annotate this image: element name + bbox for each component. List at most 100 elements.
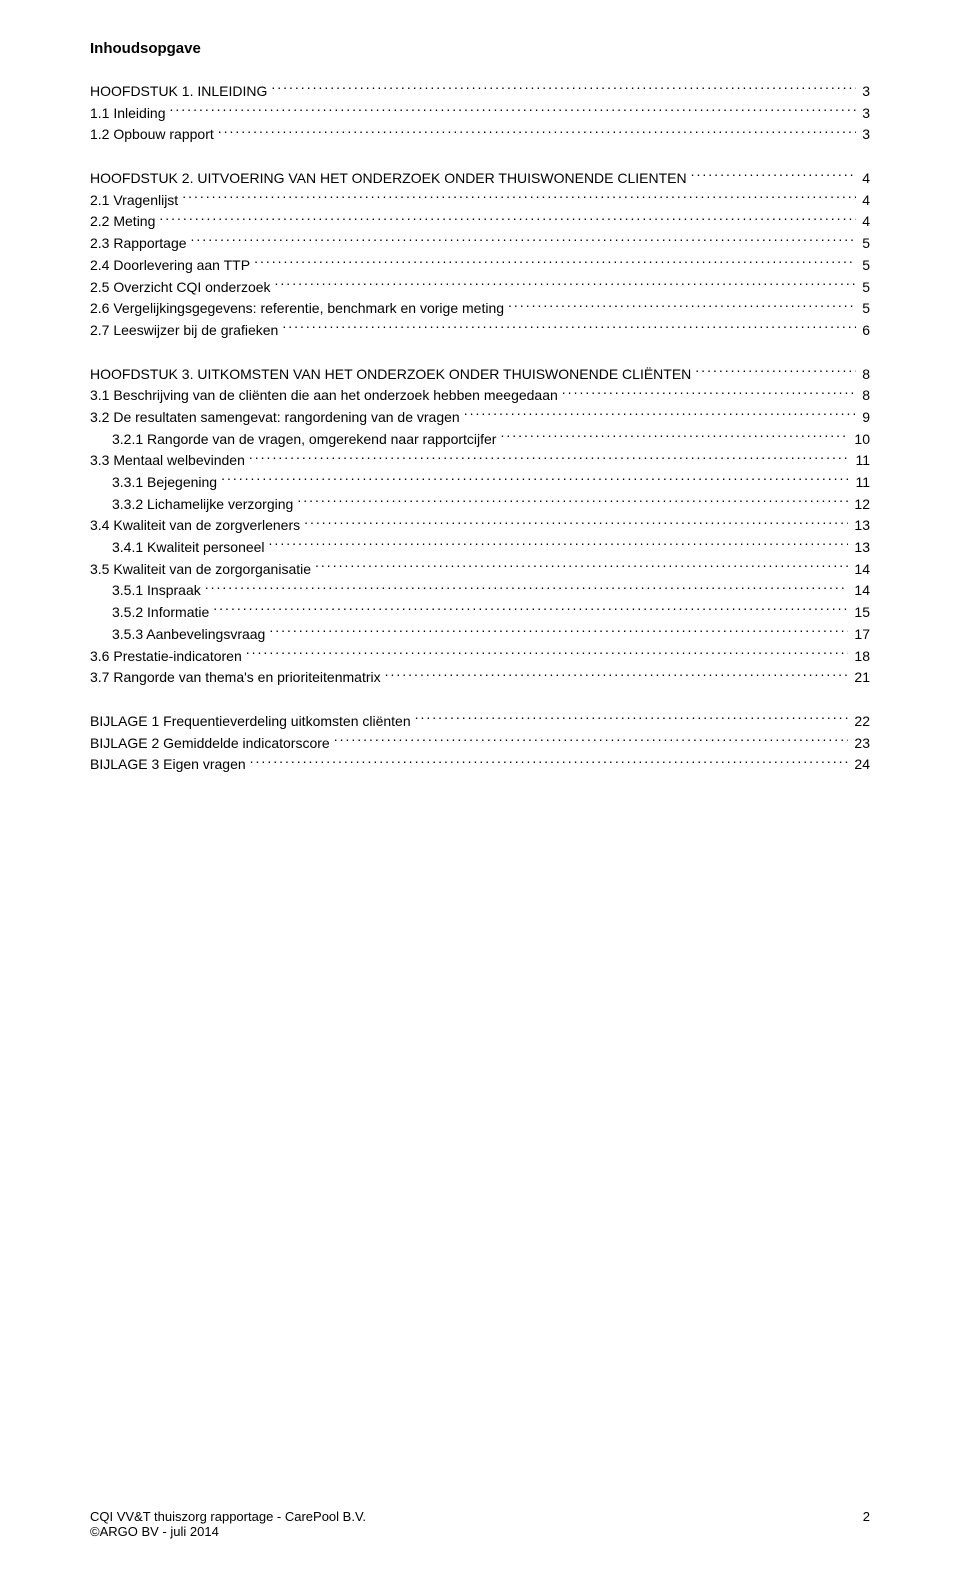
toc-leader-dots bbox=[385, 668, 849, 682]
toc-entry-page: 17 bbox=[848, 624, 870, 646]
toc-entry: 2.1 Vragenlijst4 bbox=[90, 190, 870, 212]
toc-entry-page: 4 bbox=[856, 168, 870, 190]
toc-leader-dots bbox=[562, 386, 856, 400]
toc-entry: BIJLAGE 3 Eigen vragen 24 bbox=[90, 754, 870, 776]
toc-entry: HOOFDSTUK 3. UITKOMSTEN VAN HET ONDERZOE… bbox=[90, 364, 870, 386]
toc-entry: 3.7 Rangorde van thema's en prioriteiten… bbox=[90, 667, 870, 689]
toc-leader-dots bbox=[170, 104, 857, 118]
toc-leader-dots bbox=[213, 603, 848, 617]
toc-entry: HOOFDSTUK 2. UITVOERING VAN HET ONDERZOE… bbox=[90, 168, 870, 190]
page: Inhoudsopgave HOOFDSTUK 1. INLEIDING 31.1… bbox=[0, 0, 960, 1579]
toc-entry-page: 10 bbox=[848, 429, 870, 451]
toc-entry: 3.5 Kwaliteit van de zorgorganisatie14 bbox=[90, 559, 870, 581]
toc-entry: BIJLAGE 2 Gemiddelde indicatorscore 23 bbox=[90, 733, 870, 755]
toc-leader-dots bbox=[218, 125, 856, 139]
toc-entry-label: 2.3 Rapportage bbox=[90, 233, 191, 255]
toc-container: HOOFDSTUK 1. INLEIDING 31.1 Inleiding31.2… bbox=[90, 81, 870, 776]
toc-title: Inhoudsopgave bbox=[90, 40, 870, 57]
toc-entry: 3.5.1 Inspraak14 bbox=[90, 580, 870, 602]
toc-entry-page: 11 bbox=[849, 472, 870, 494]
toc-leader-dots bbox=[334, 734, 849, 748]
toc-entry-page: 18 bbox=[848, 646, 870, 668]
toc-leader-dots bbox=[415, 712, 849, 726]
toc-entry-page: 9 bbox=[856, 407, 870, 429]
toc-entry: HOOFDSTUK 1. INLEIDING 3 bbox=[90, 81, 870, 103]
toc-entry: 3.3 Mentaal welbevinden11 bbox=[90, 450, 870, 472]
toc-entry: BIJLAGE 1 Frequentieverdeling uitkomsten… bbox=[90, 711, 870, 733]
toc-block: HOOFDSTUK 2. UITVOERING VAN HET ONDERZOE… bbox=[90, 168, 870, 342]
toc-entry: 3.3.1 Bejegening 11 bbox=[90, 472, 870, 494]
toc-entry-label: HOOFDSTUK 3. UITKOMSTEN VAN HET ONDERZOE… bbox=[90, 364, 695, 386]
toc-entry: 2.2 Meting4 bbox=[90, 211, 870, 233]
toc-entry: 2.3 Rapportage 5 bbox=[90, 233, 870, 255]
toc-entry: 2.7 Leeswijzer bij de grafieken6 bbox=[90, 320, 870, 342]
toc-entry-label: 3.5.2 Informatie bbox=[112, 602, 213, 624]
toc-entry-label: 2.4 Doorlevering aan TTP bbox=[90, 255, 254, 277]
toc-entry-label: BIJLAGE 1 Frequentieverdeling uitkomsten… bbox=[90, 711, 415, 733]
toc-entry: 3.2.1 Rangorde van de vragen, omgerekend… bbox=[90, 429, 870, 451]
toc-entry-label: 3.2 De resultaten samengevat: rangordeni… bbox=[90, 407, 464, 429]
toc-entry-label: 3.6 Prestatie-indicatoren bbox=[90, 646, 246, 668]
toc-entry: 3.2 De resultaten samengevat: rangordeni… bbox=[90, 407, 870, 429]
toc-entry-page: 23 bbox=[848, 733, 870, 755]
toc-entry: 1.2 Opbouw rapport3 bbox=[90, 124, 870, 146]
toc-entry-label: 3.3.2 Lichamelijke verzorging bbox=[112, 494, 297, 516]
toc-entry-page: 3 bbox=[856, 81, 870, 103]
toc-leader-dots bbox=[205, 581, 849, 595]
toc-block: HOOFDSTUK 3. UITKOMSTEN VAN HET ONDERZOE… bbox=[90, 364, 870, 689]
toc-leader-dots bbox=[695, 365, 856, 379]
toc-leader-dots bbox=[315, 560, 848, 574]
toc-entry: 1.1 Inleiding3 bbox=[90, 103, 870, 125]
toc-entry: 2.5 Overzicht CQI onderzoek5 bbox=[90, 277, 870, 299]
toc-entry-label: 3.5.1 Inspraak bbox=[112, 580, 205, 602]
toc-entry-page: 24 bbox=[848, 754, 870, 776]
toc-leader-dots bbox=[269, 625, 848, 639]
toc-entry-label: BIJLAGE 2 Gemiddelde indicatorscore bbox=[90, 733, 334, 755]
toc-entry-label: HOOFDSTUK 1. INLEIDING bbox=[90, 81, 271, 103]
toc-entry-page: 21 bbox=[848, 667, 870, 689]
toc-entry-label: 2.2 Meting bbox=[90, 211, 159, 233]
toc-entry-page: 15 bbox=[848, 602, 870, 624]
toc-leader-dots bbox=[159, 212, 856, 226]
toc-leader-dots bbox=[500, 430, 848, 444]
toc-entry-page: 13 bbox=[848, 537, 870, 559]
toc-entry: 2.4 Doorlevering aan TTP5 bbox=[90, 255, 870, 277]
toc-entry-label: BIJLAGE 3 Eigen vragen bbox=[90, 754, 250, 776]
toc-entry-page: 11 bbox=[849, 450, 870, 472]
toc-leader-dots bbox=[271, 82, 856, 96]
toc-entry: 3.5.3 Aanbevelingsvraag 17 bbox=[90, 624, 870, 646]
toc-entry-label: 2.1 Vragenlijst bbox=[90, 190, 182, 212]
toc-entry-page: 5 bbox=[856, 277, 870, 299]
toc-entry-label: HOOFDSTUK 2. UITVOERING VAN HET ONDERZOE… bbox=[90, 168, 691, 190]
toc-entry-label: 1.2 Opbouw rapport bbox=[90, 124, 218, 146]
toc-leader-dots bbox=[282, 321, 856, 335]
toc-entry: 3.5.2 Informatie 15 bbox=[90, 602, 870, 624]
toc-entry-label: 3.2.1 Rangorde van de vragen, omgerekend… bbox=[112, 429, 500, 451]
toc-entry-page: 8 bbox=[856, 385, 870, 407]
toc-leader-dots bbox=[249, 451, 850, 465]
toc-block: BIJLAGE 1 Frequentieverdeling uitkomsten… bbox=[90, 711, 870, 776]
toc-leader-dots bbox=[246, 647, 849, 661]
toc-entry-label: 3.1 Beschrijving van de cliënten die aan… bbox=[90, 385, 562, 407]
toc-entry-label: 3.5 Kwaliteit van de zorgorganisatie bbox=[90, 559, 315, 581]
toc-entry: 3.4.1 Kwaliteit personeel 13 bbox=[90, 537, 870, 559]
toc-entry-label: 3.5.3 Aanbevelingsvraag bbox=[112, 624, 269, 646]
toc-entry: 3.6 Prestatie-indicatoren 18 bbox=[90, 646, 870, 668]
toc-leader-dots bbox=[182, 191, 856, 205]
toc-leader-dots bbox=[254, 256, 856, 270]
toc-entry-page: 6 bbox=[856, 320, 870, 342]
toc-entry-label: 3.3.1 Bejegening bbox=[112, 472, 221, 494]
toc-leader-dots bbox=[304, 516, 848, 530]
footer-page-number: 2 bbox=[863, 1509, 870, 1524]
toc-entry-page: 22 bbox=[848, 711, 870, 733]
toc-leader-dots bbox=[691, 169, 857, 183]
toc-entry-label: 2.6 Vergelijkingsgegevens: referentie, b… bbox=[90, 298, 508, 320]
toc-entry-label: 3.7 Rangorde van thema's en prioriteiten… bbox=[90, 667, 385, 689]
toc-entry-page: 5 bbox=[856, 233, 870, 255]
toc-leader-dots bbox=[297, 495, 848, 509]
footer-copyright: ©ARGO BV - juli 2014 bbox=[90, 1524, 870, 1539]
toc-entry: 3.1 Beschrijving van de cliënten die aan… bbox=[90, 385, 870, 407]
toc-entry-label: 3.4.1 Kwaliteit personeel bbox=[112, 537, 269, 559]
toc-leader-dots bbox=[191, 234, 857, 248]
toc-leader-dots bbox=[250, 755, 849, 769]
